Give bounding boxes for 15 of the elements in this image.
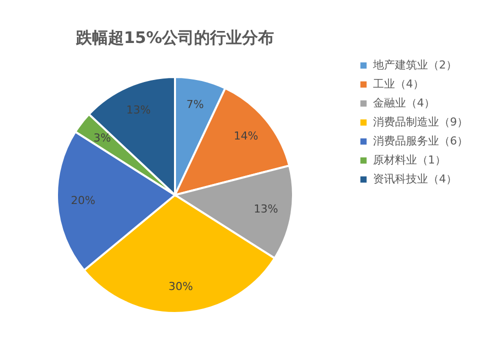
data-label: 14% — [234, 129, 258, 142]
data-label: 3% — [94, 132, 111, 145]
data-label: 30% — [168, 280, 194, 293]
data-label: 13% — [254, 202, 278, 216]
data-label: 20% — [70, 194, 96, 207]
legend-label: 地产建筑业（2） — [372, 58, 457, 72]
legend-label: 资讯科技业（4） — [373, 172, 457, 186]
legend-label: 原材料业（1） — [373, 154, 446, 166]
chart-title: 跌幅超15%公司的行业分布 — [74, 28, 274, 47]
legend-label: 金融业（4） — [373, 96, 435, 110]
legend-label: 消费品服务业（6） — [373, 134, 468, 148]
legend-label: 消费品制造业（9） — [373, 116, 468, 128]
legend-label: 工业（4） — [373, 78, 424, 90]
data-label: 13% — [126, 104, 151, 117]
data-label: 7% — [186, 98, 204, 112]
